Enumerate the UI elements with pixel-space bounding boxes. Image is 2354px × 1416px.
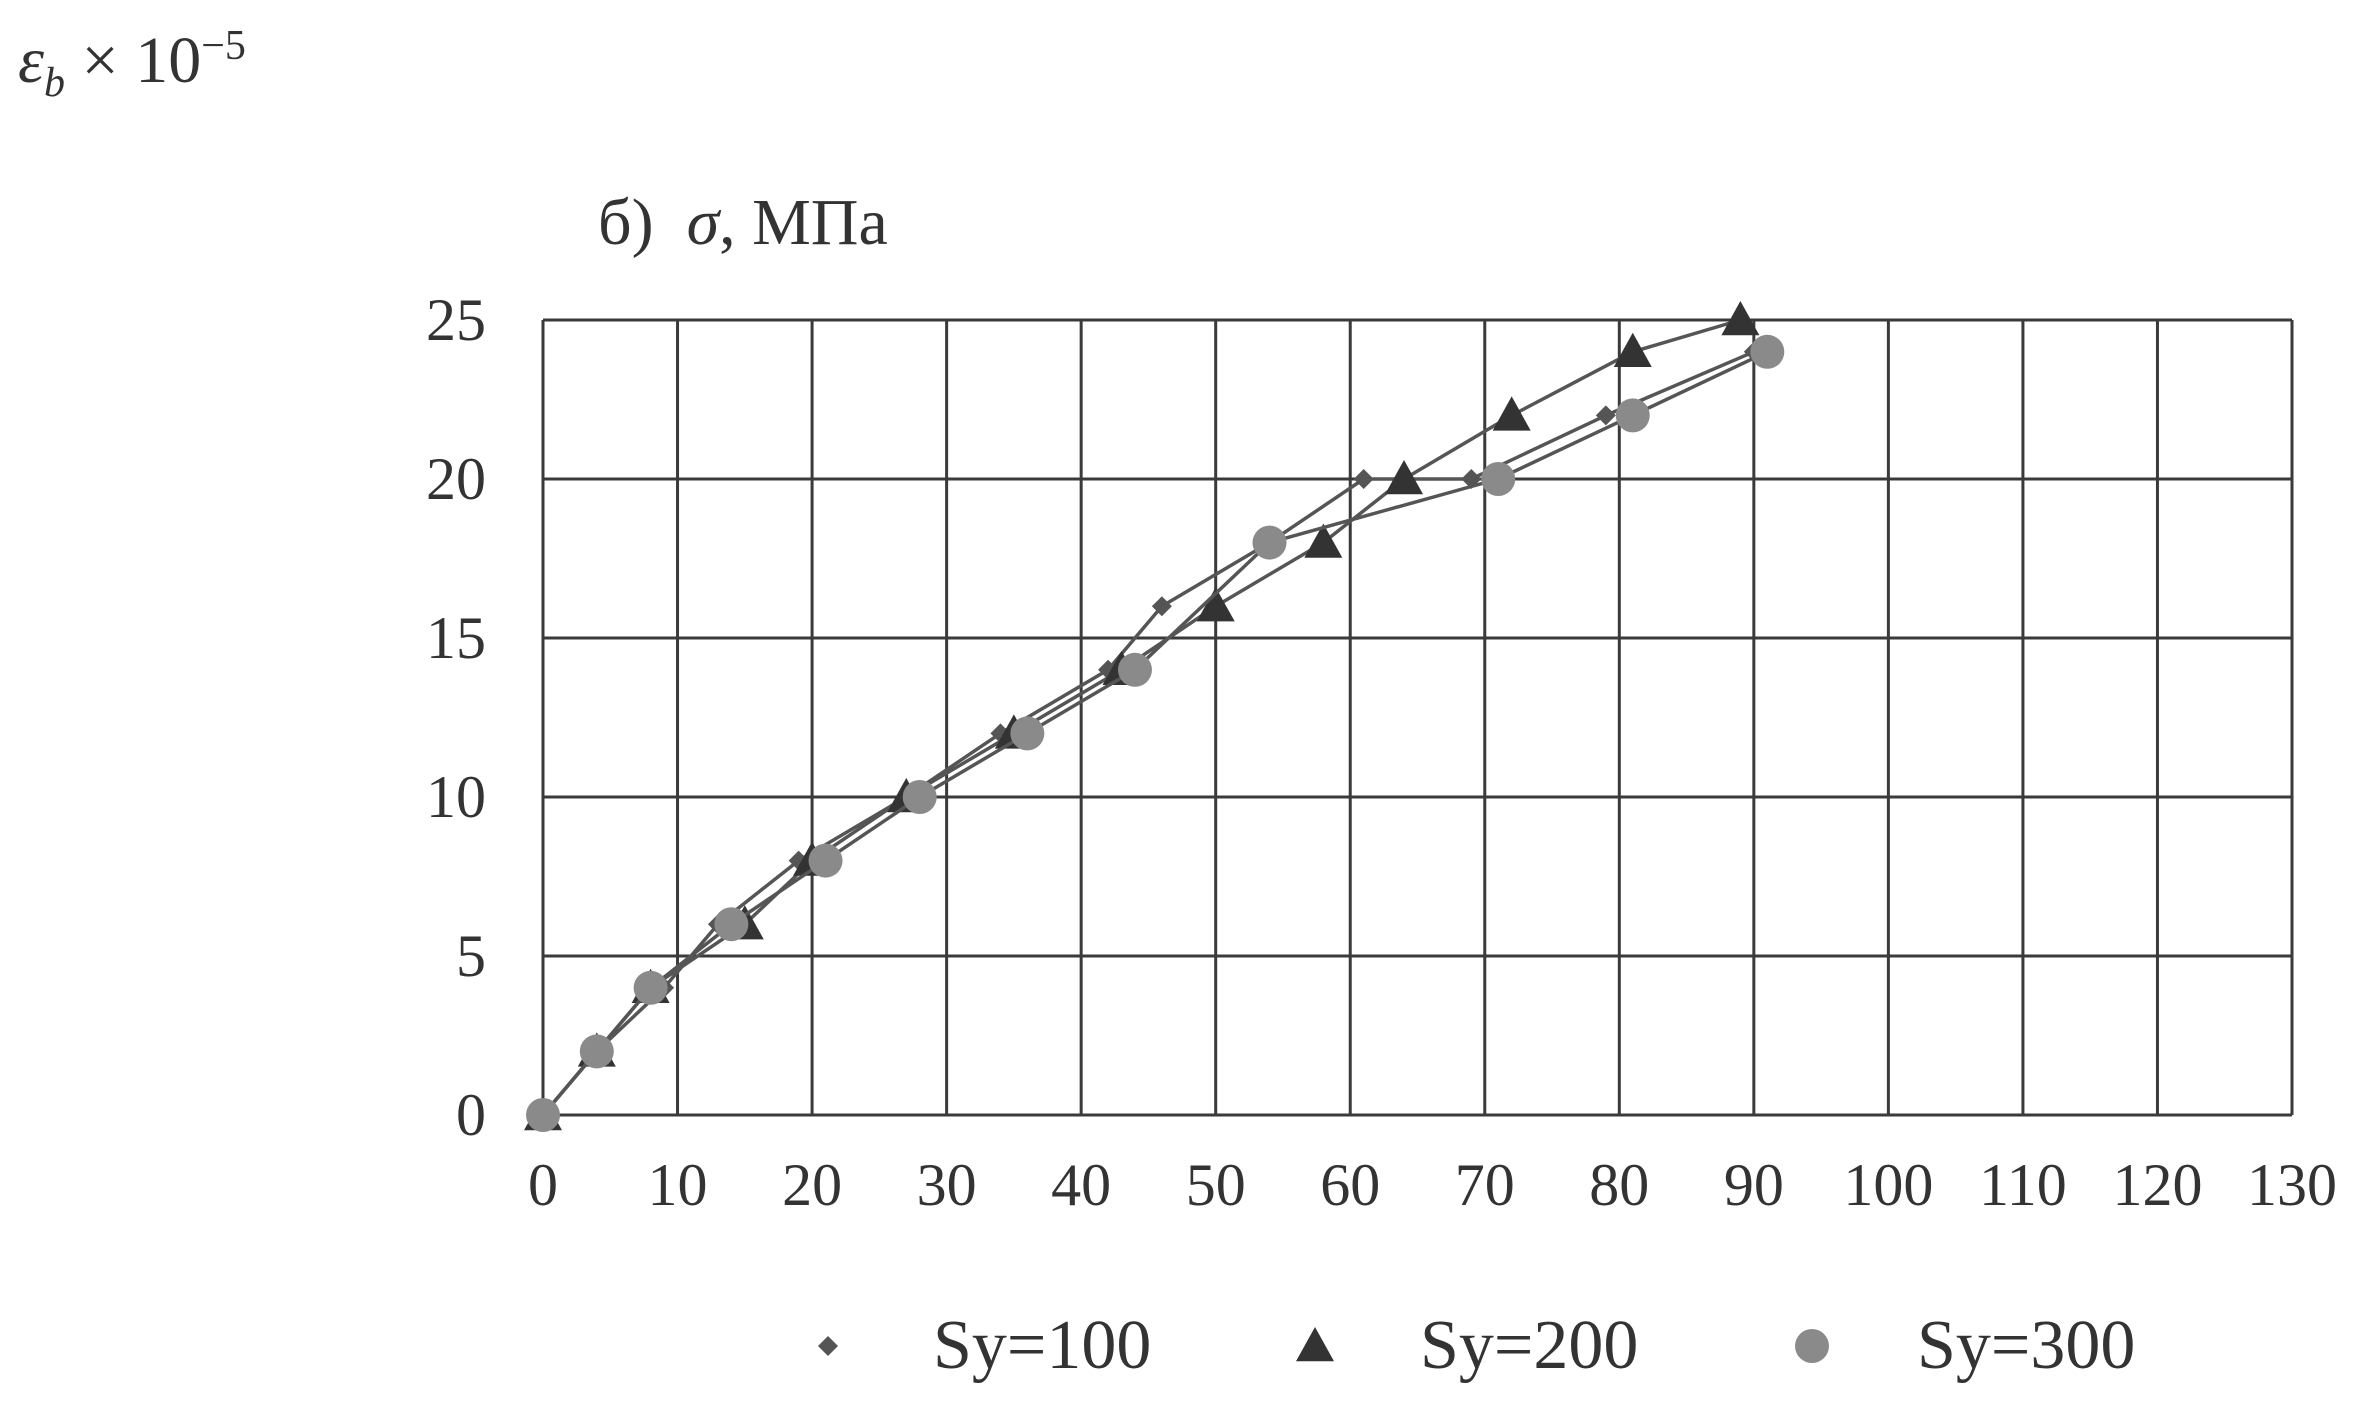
legend-label: Sy=100 xyxy=(933,1307,1151,1384)
exponent-text: −5 xyxy=(201,23,246,69)
data-point xyxy=(902,780,937,814)
legend-label: Sy=300 xyxy=(1917,1307,2135,1384)
y-tick-label: 0 xyxy=(456,1082,486,1148)
legend-marker xyxy=(1296,1327,1334,1362)
chart-subtitle: б) σ, МПа xyxy=(598,185,888,261)
data-point xyxy=(1196,587,1235,622)
x-tick-label: 0 xyxy=(528,1152,558,1218)
x-tick-label: 40 xyxy=(1051,1152,1111,1218)
data-point xyxy=(1481,462,1516,496)
data-point xyxy=(1151,596,1172,617)
series-line xyxy=(541,350,1755,1117)
x-tick-label: 60 xyxy=(1320,1152,1380,1218)
sigma-symbol: σ xyxy=(686,186,720,259)
series-line xyxy=(541,350,1769,1117)
data-point xyxy=(1615,398,1650,433)
x-tick-label: 70 xyxy=(1455,1152,1515,1218)
data-point xyxy=(526,1098,560,1132)
data-point xyxy=(579,1034,614,1069)
data-point xyxy=(1721,301,1760,336)
data-point xyxy=(1385,460,1424,495)
data-point xyxy=(633,970,668,1005)
x-tick-label: 80 xyxy=(1589,1152,1649,1218)
x-tick-label: 130 xyxy=(2247,1152,2337,1218)
data-point xyxy=(1595,405,1616,426)
legend-marker xyxy=(818,1336,838,1356)
x-tick-label: 30 xyxy=(917,1152,977,1218)
y-tick-label: 5 xyxy=(456,923,486,989)
data-point xyxy=(1117,652,1152,687)
x-tick-label: 110 xyxy=(1979,1152,2067,1218)
y-tick-label: 20 xyxy=(426,446,486,512)
x-tick-label: 120 xyxy=(2112,1152,2202,1218)
data-point xyxy=(1750,334,1785,369)
data-point xyxy=(1492,396,1531,431)
y-tick-label: 10 xyxy=(426,764,486,830)
y-tick-label: 25 xyxy=(426,287,486,353)
data-point xyxy=(714,907,749,942)
epsilon-symbol: ε xyxy=(18,24,45,97)
data-point xyxy=(1010,716,1045,751)
data-point xyxy=(1304,523,1343,558)
legend-label: Sy=200 xyxy=(1420,1307,1638,1384)
x-tick-label: 100 xyxy=(1843,1152,1933,1218)
data-point xyxy=(1353,469,1374,489)
legend-marker xyxy=(1795,1329,1829,1363)
x-tick-label: 90 xyxy=(1724,1152,1784,1218)
series-line xyxy=(541,318,1741,1117)
y-tick-label: 15 xyxy=(426,605,486,671)
panel-letter: б) xyxy=(598,186,654,259)
corner-axis-label: εb × 10−5 xyxy=(18,22,246,107)
multiplier-text: × 10 xyxy=(81,24,202,97)
epsilon-subscript: b xyxy=(44,60,66,107)
data-point xyxy=(1252,525,1287,560)
x-tick-label: 50 xyxy=(1186,1152,1246,1218)
x-tick-label: 20 xyxy=(782,1152,842,1218)
unit-text: , МПа xyxy=(719,186,888,259)
data-point xyxy=(808,843,843,878)
data-point xyxy=(1613,332,1652,367)
x-tick-label: 10 xyxy=(648,1152,708,1218)
